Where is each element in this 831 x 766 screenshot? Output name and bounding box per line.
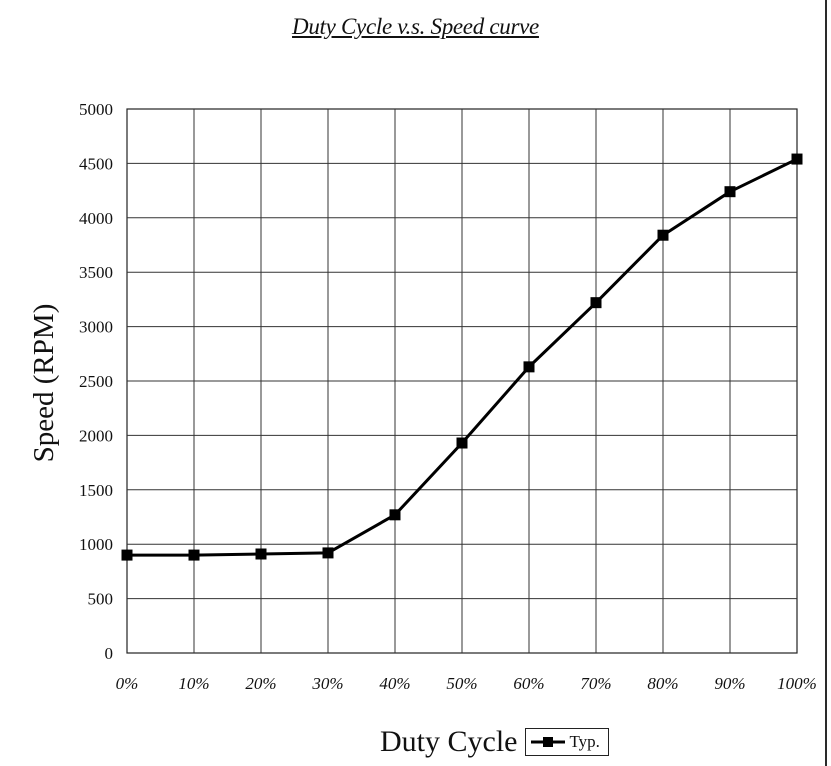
data-point-marker [188,549,200,561]
x-tick-label: 10% [178,674,209,693]
legend-swatch-icon [531,737,566,747]
legend: Typ. [525,728,609,756]
x-axis-label: Duty Cycle [380,725,518,758]
data-point-marker [322,547,334,559]
chart-title: Duty Cycle v.s. Speed curve [292,14,539,39]
y-tick-label: 1000 [79,535,113,554]
y-tick-label: 3000 [79,318,113,337]
data-point-marker [523,361,535,373]
y-tick-label: 4500 [79,154,113,173]
page-edge-line [825,0,827,766]
y-tick-label: 4000 [79,209,113,228]
legend-label: Typ. [569,732,600,751]
x-tick-label: 20% [245,674,276,693]
x-tick-label: 80% [647,674,678,693]
x-tick-label: 30% [311,674,343,693]
y-tick-label: 500 [88,590,114,609]
data-point-marker [590,297,602,309]
x-tick-label: 40% [379,674,410,693]
x-tick-label: 60% [513,674,544,693]
x-tick-label: 50% [446,674,477,693]
x-tick-label: 70% [580,674,611,693]
x-tick-label: 100% [777,674,817,693]
data-point-marker [456,437,468,449]
y-tick-label: 5000 [79,100,113,119]
y-tick-label: 2500 [79,372,113,391]
x-tick-label: 0% [116,674,139,693]
y-tick-label: 2000 [79,426,113,445]
data-point-marker [121,549,133,561]
data-point-marker [791,153,803,165]
y-axis-label: Speed (RPM) [28,304,60,463]
x-tick-label: 90% [714,674,745,693]
y-tick-label: 0 [105,644,114,663]
x-axis-label-row: Duty Cycle Typ. [380,720,609,764]
data-point-marker [724,186,736,198]
y-tick-label: 1500 [79,481,113,500]
data-point-marker [255,548,267,560]
y-tick-label: 3500 [79,263,113,282]
data-point-marker [389,509,401,521]
data-point-marker [657,229,669,241]
